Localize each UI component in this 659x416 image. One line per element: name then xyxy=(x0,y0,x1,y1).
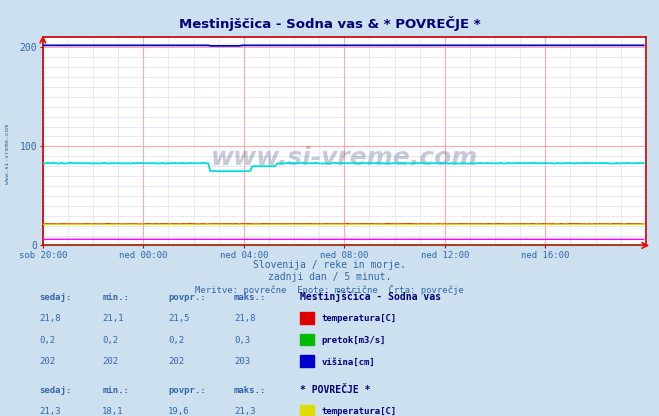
Text: Mestinjščica - Sodna vas: Mestinjščica - Sodna vas xyxy=(300,290,441,302)
Text: * POVREČJE *: * POVREČJE * xyxy=(300,384,370,394)
Text: 202: 202 xyxy=(168,357,184,366)
Text: povpr.:: povpr.: xyxy=(168,292,206,302)
Text: Mestinjščica - Sodna vas & * POVREČJE *: Mestinjščica - Sodna vas & * POVREČJE * xyxy=(179,16,480,31)
Text: 0,2: 0,2 xyxy=(102,336,118,345)
Text: 203: 203 xyxy=(234,357,250,366)
Text: 21,8: 21,8 xyxy=(40,314,61,323)
Text: višina[cm]: višina[cm] xyxy=(322,357,376,366)
Text: 0,3: 0,3 xyxy=(234,336,250,345)
Text: maks.:: maks.: xyxy=(234,386,266,394)
Text: zadnji dan / 5 minut.: zadnji dan / 5 minut. xyxy=(268,272,391,282)
Text: pretok[m3/s]: pretok[m3/s] xyxy=(322,336,386,345)
Text: 19,6: 19,6 xyxy=(168,407,190,416)
Text: www.si-vreme.com: www.si-vreme.com xyxy=(211,146,478,170)
Text: min.:: min.: xyxy=(102,386,129,394)
Text: 202: 202 xyxy=(40,357,55,366)
Text: Slovenija / reke in morje.: Slovenija / reke in morje. xyxy=(253,260,406,270)
Text: sedaj:: sedaj: xyxy=(40,386,72,394)
Text: min.:: min.: xyxy=(102,292,129,302)
Text: 0,2: 0,2 xyxy=(168,336,184,345)
Text: temperatura[C]: temperatura[C] xyxy=(322,314,397,323)
Text: povpr.:: povpr.: xyxy=(168,386,206,394)
Text: 21,3: 21,3 xyxy=(234,407,256,416)
Text: maks.:: maks.: xyxy=(234,292,266,302)
Text: 21,3: 21,3 xyxy=(40,407,61,416)
Text: sedaj:: sedaj: xyxy=(40,292,72,302)
Text: 21,5: 21,5 xyxy=(168,314,190,323)
Text: 18,1: 18,1 xyxy=(102,407,124,416)
Text: Meritve: povrečne  Enote: metrične  Črta: povrečje: Meritve: povrečne Enote: metrične Črta: … xyxy=(195,285,464,295)
Text: 21,1: 21,1 xyxy=(102,314,124,323)
Text: 0,2: 0,2 xyxy=(40,336,55,345)
Text: 202: 202 xyxy=(102,357,118,366)
Text: www.si-vreme.com: www.si-vreme.com xyxy=(5,124,11,184)
Text: temperatura[C]: temperatura[C] xyxy=(322,407,397,416)
Text: 21,8: 21,8 xyxy=(234,314,256,323)
